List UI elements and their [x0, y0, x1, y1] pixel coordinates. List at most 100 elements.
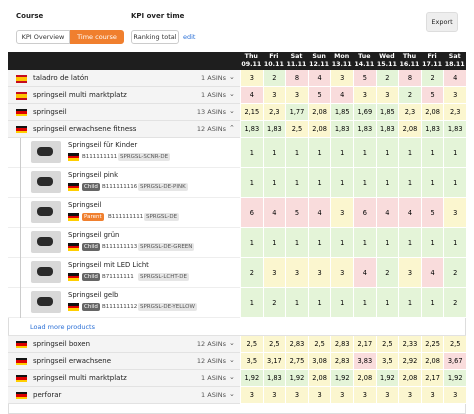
flag-stripe: [68, 188, 79, 191]
cell: 2,3: [262, 104, 286, 121]
flag-stripe: [68, 273, 79, 276]
cell: 1: [262, 138, 286, 168]
flag-stripe: [16, 108, 27, 112]
product-name: Springseil gelb: [68, 291, 119, 299]
product-sku: SPRGSL-SCNR-DE: [118, 153, 171, 161]
cell: 1,69: [353, 104, 376, 121]
cell: 1: [262, 228, 286, 258]
flag-stripe: [16, 130, 27, 134]
flag-stripe: [16, 93, 27, 98]
column-day: Tue: [358, 53, 371, 60]
flag-stripe: [68, 245, 79, 249]
product-sku: SPRGSL-DE-YELLOW: [138, 303, 197, 311]
cell: 1: [420, 138, 444, 168]
cell: 5: [285, 198, 308, 228]
cell: 3: [443, 387, 466, 404]
keyword-name: springseil erwachsene: [33, 357, 112, 365]
cell: 2: [262, 70, 286, 87]
product-asin: B111111111: [82, 154, 118, 160]
cell: 1,85: [375, 104, 399, 121]
flag-stripe: [16, 377, 27, 380]
asin-count: 12 ASINs: [196, 357, 226, 365]
keyword-row[interactable]: [8, 353, 240, 370]
table-header: [8, 52, 466, 70]
chevron: ⌄: [229, 356, 235, 364]
cell: 1: [353, 228, 376, 258]
cell: 2,17: [353, 336, 376, 353]
tree-line: [20, 138, 21, 318]
cell: 2: [375, 70, 399, 87]
keyword-name: springseil boxen: [33, 340, 91, 348]
column-date: 15.11: [376, 61, 397, 68]
cell: 2,08: [398, 121, 421, 138]
cell: 1,83: [420, 121, 444, 138]
cell: 6: [240, 198, 263, 228]
cell: 2: [443, 288, 466, 318]
cell: 3: [398, 387, 421, 404]
tab[interactable]: KPI Overview: [16, 30, 70, 44]
column-date: 12.11: [309, 61, 330, 68]
cell: 8: [285, 70, 308, 87]
keyword-row[interactable]: [8, 370, 240, 387]
cell: 2: [398, 87, 421, 104]
load-more-link[interactable]: Load more products: [30, 323, 95, 331]
column-day: Sat: [448, 53, 461, 60]
chevron: ⌄: [229, 73, 235, 81]
product-image-rope: [37, 207, 53, 216]
cell: 1: [330, 138, 353, 168]
flag-stripe: [16, 360, 27, 363]
keyword-name: springseil multi marktplatz: [33, 91, 127, 99]
keyword-row[interactable]: [8, 336, 240, 353]
keyword-row[interactable]: [8, 70, 240, 87]
cell: 1: [375, 288, 399, 318]
column-date: 13.11: [331, 61, 352, 68]
cell: 2: [375, 258, 399, 288]
product-sku: SPRGSL-DE-GREEN: [138, 243, 195, 251]
keyword-name: perforar: [33, 391, 62, 399]
product-name: Springseil für Kinder: [68, 141, 138, 149]
kpi-label: KPI over time: [131, 12, 185, 20]
cell: 1: [443, 138, 466, 168]
keyword-row[interactable]: [8, 87, 240, 104]
cell: 6: [353, 198, 376, 228]
cell: 4: [240, 87, 263, 104]
cell: 3: [262, 387, 286, 404]
column-day: Wed: [379, 53, 395, 60]
cell: 1: [420, 168, 444, 198]
keyword-row[interactable]: [8, 387, 240, 404]
cell: 1,83: [262, 121, 286, 138]
column-day: Mon: [334, 53, 350, 60]
column-day: Thu: [244, 53, 258, 60]
product-image-rope: [37, 267, 53, 276]
cell: 1: [375, 228, 399, 258]
cell: 4: [307, 70, 331, 87]
keyword-row[interactable]: [8, 104, 240, 121]
load-more: [8, 318, 466, 336]
cell: 1,92: [285, 370, 308, 387]
kpi-select[interactable]: Ranking total: [131, 30, 179, 44]
cell: 3: [240, 70, 263, 87]
cell: 3: [443, 198, 466, 228]
cell: 1: [285, 168, 308, 198]
asin-count: 1 ASINs: [201, 91, 226, 99]
asin-count: 12 ASINs: [196, 125, 226, 133]
cell: 1,83: [240, 121, 263, 138]
cell: 2: [262, 288, 286, 318]
export-button[interactable]: Export: [426, 12, 458, 32]
edit-link[interactable]: edit: [183, 33, 196, 41]
cell: 3: [330, 258, 353, 288]
product-sku: SPRGSL-DE-PINK: [138, 183, 188, 191]
asin-count: 1 ASINs: [201, 391, 226, 399]
cell: 2,3: [398, 104, 421, 121]
flag-stripe: [16, 343, 27, 346]
flag-stripe: [68, 155, 79, 159]
cell: 1: [420, 228, 444, 258]
flag-stripe: [68, 158, 79, 161]
flag-stripe: [16, 91, 27, 94]
cell: 3: [375, 87, 399, 104]
cell: 1: [240, 288, 263, 318]
keyword-row[interactable]: [8, 121, 240, 138]
cell: 3: [285, 87, 308, 104]
tab[interactable]: Time course: [70, 30, 124, 44]
product-badge: Child: [82, 273, 100, 281]
